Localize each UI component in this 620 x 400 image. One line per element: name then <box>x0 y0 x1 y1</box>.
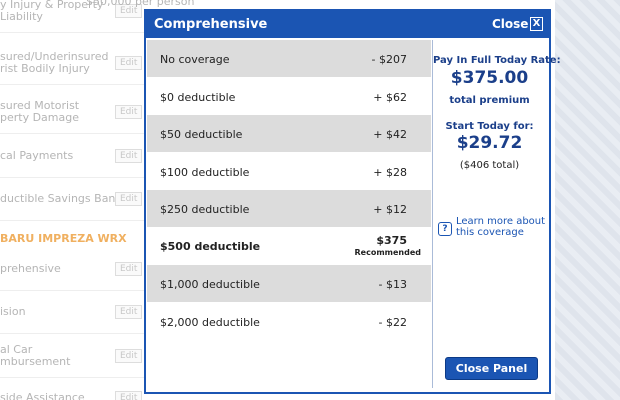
row-separator <box>0 84 150 85</box>
summary-panel: Pay In Full Today Rate: $375.00 total pr… <box>432 40 561 388</box>
option-price: + $12 <box>373 203 407 216</box>
edit-button[interactable]: Edit <box>115 56 143 70</box>
field-label: prehensive <box>0 262 61 275</box>
row-separator <box>0 220 150 221</box>
option-price: $375 <box>376 233 407 247</box>
close-link[interactable]: Close <box>492 17 529 31</box>
coverage-option[interactable]: No coverage - $207 <box>147 40 431 77</box>
start-today-caption: ($406 total) <box>459 160 520 171</box>
start-today-label: Start Today for: <box>445 121 534 132</box>
coverage-value: $50,000 per person <box>86 0 195 8</box>
edit-button[interactable]: Edit <box>115 262 143 276</box>
option-label: $0 deductible <box>160 90 236 104</box>
row-separator <box>0 290 150 291</box>
field-label: Liability <box>0 10 43 23</box>
option-price: - $207 <box>371 53 407 66</box>
start-today-amount: $29.72 <box>456 133 523 153</box>
field-label: y Injury & Property <box>0 0 104 11</box>
option-price: - $13 <box>378 278 407 291</box>
pay-in-full-label: Pay In Full Today Rate: <box>433 55 561 66</box>
option-label: No coverage <box>160 53 230 66</box>
field-label: rist Bodily Injury <box>0 62 90 75</box>
edit-button[interactable]: Edit <box>115 4 143 18</box>
coverage-option[interactable]: $2,000 deductible - $22 <box>147 303 431 340</box>
field-label: al Car <box>0 343 33 356</box>
edit-button[interactable]: Edit <box>115 305 143 319</box>
row-separator <box>0 32 150 33</box>
coverage-option[interactable]: $100 deductible + $28 <box>147 153 431 190</box>
row-separator <box>0 333 150 334</box>
help-icon[interactable]: ? <box>438 222 452 236</box>
option-label: $100 deductible <box>160 165 250 179</box>
field-label: sured/Underinsured <box>0 50 109 63</box>
coverage-modal: Comprehensive Close X No coverage - $207 $… <box>144 9 561 394</box>
edit-button[interactable]: Edit <box>115 149 143 163</box>
field-label: perty Damage <box>0 111 80 124</box>
recommended-note: Recommended <box>354 247 422 257</box>
option-label: $500 deductible <box>160 239 261 253</box>
option-label: $1,000 deductible <box>160 278 260 291</box>
pay-in-full-caption: total premium <box>449 95 530 106</box>
coverage-option[interactable]: $0 deductible + $62 <box>147 78 431 115</box>
field-label: side Assistance <box>0 391 85 400</box>
field-label: mbursement <box>0 355 71 368</box>
option-label: $2,000 deductible <box>160 315 260 329</box>
modal-header: Comprehensive Close X <box>146 11 549 38</box>
option-price: + $28 <box>373 165 407 179</box>
field-label: ductible Savings Bank <box>0 192 122 205</box>
coverage-option[interactable]: $250 deductible + $12 <box>147 190 431 227</box>
close-icon[interactable]: X <box>530 17 543 31</box>
option-label: $50 deductible <box>160 128 243 141</box>
learn-more-link[interactable]: Learn more about <box>456 216 546 227</box>
learn-more-link[interactable]: this coverage <box>456 227 524 238</box>
coverage-option[interactable]: $50 deductible + $42 <box>147 115 431 152</box>
coverage-option[interactable]: $1,000 deductible - $13 <box>147 265 431 302</box>
option-price: - $22 <box>378 315 407 329</box>
edit-button[interactable]: Edit <box>115 105 143 119</box>
field-label: cal Payments <box>0 149 74 162</box>
close-panel-button[interactable]: Close Panel <box>445 357 538 380</box>
field-label: ision <box>0 305 26 318</box>
section-heading: BARU IMPREZA WRX <box>0 232 127 245</box>
coverage-option[interactable]: $500 deductible $375 Recommended <box>147 228 431 265</box>
edit-button[interactable]: Edit <box>115 192 143 206</box>
row-separator <box>0 177 150 178</box>
row-separator <box>0 377 150 378</box>
row-separator <box>0 133 150 134</box>
background-pattern <box>555 0 620 400</box>
option-price: + $62 <box>373 90 407 104</box>
modal-title: Comprehensive <box>154 17 268 32</box>
field-label: sured Motorist <box>0 99 80 112</box>
option-label: $250 deductible <box>160 203 250 216</box>
pay-in-full-amount: $375.00 <box>450 68 529 88</box>
edit-button[interactable]: Edit <box>115 349 143 363</box>
option-price: + $42 <box>373 128 407 141</box>
edit-button[interactable]: Edit <box>115 391 143 400</box>
